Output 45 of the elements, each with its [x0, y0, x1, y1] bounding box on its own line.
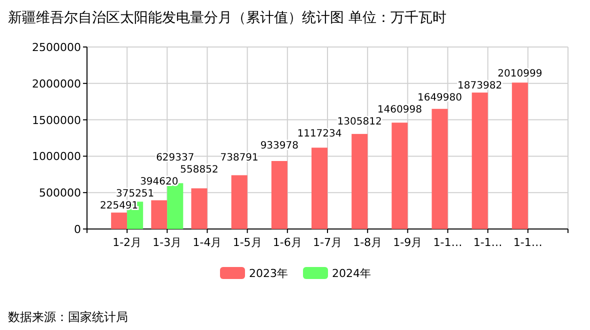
data-label: 1460998 [377, 104, 422, 116]
data-label: 629337 [156, 152, 194, 164]
y-tick-label: 2000000 [32, 77, 81, 90]
data-label: 738791 [220, 152, 258, 164]
chart-title: 新疆维吾尔自治区太阳能发电量分月（累计值）统计图 单位：万千瓦时 [8, 10, 446, 26]
bar [167, 183, 184, 229]
y-tick-label: 1000000 [32, 150, 81, 164]
bar [392, 122, 408, 229]
bar [191, 188, 208, 229]
data-label: 375251 [116, 188, 154, 200]
bar [352, 134, 368, 229]
x-tick-label: 1-9月 [393, 236, 422, 249]
bar [432, 108, 448, 229]
data-label: 1873982 [458, 80, 502, 92]
data-label: 2010999 [498, 68, 542, 80]
bar [512, 82, 528, 229]
x-tick-label: 1-6月 [272, 236, 302, 249]
data-label: 933978 [260, 140, 299, 152]
x-tick-label: 1-4月 [192, 236, 222, 249]
y-tick-label: 0 [74, 223, 81, 236]
y-tick-label: 500000 [39, 186, 81, 200]
x-tick-label: 1-5月 [232, 236, 262, 249]
data-label: 1305812 [337, 116, 382, 128]
x-tick-label: 1-1… [473, 236, 502, 249]
bar [111, 212, 128, 229]
bar [312, 148, 328, 229]
bar [271, 161, 288, 229]
x-tick-label: 1-7月 [313, 236, 342, 249]
legend-label: 2023年 [249, 267, 288, 280]
x-tick-label: 1-3月 [152, 236, 182, 249]
data-label: 394620 [140, 176, 178, 188]
data-label: 1117234 [297, 128, 342, 140]
source-note: 数据来源：国家统计局 [8, 310, 128, 324]
data-label: 1649980 [417, 92, 462, 104]
legend-label: 2024年 [332, 267, 371, 280]
bar [151, 200, 168, 229]
x-tick-label: 1-1… [513, 236, 542, 249]
x-tick-label: 1-1… [433, 236, 462, 249]
bar [231, 175, 248, 229]
y-tick-label: 2500000 [32, 41, 81, 54]
bar [472, 92, 488, 229]
x-tick-label: 1-2月 [112, 236, 142, 249]
data-label: 558852 [180, 164, 218, 176]
x-tick-label: 1-8月 [353, 236, 382, 249]
y-tick-label: 1500000 [32, 114, 81, 127]
